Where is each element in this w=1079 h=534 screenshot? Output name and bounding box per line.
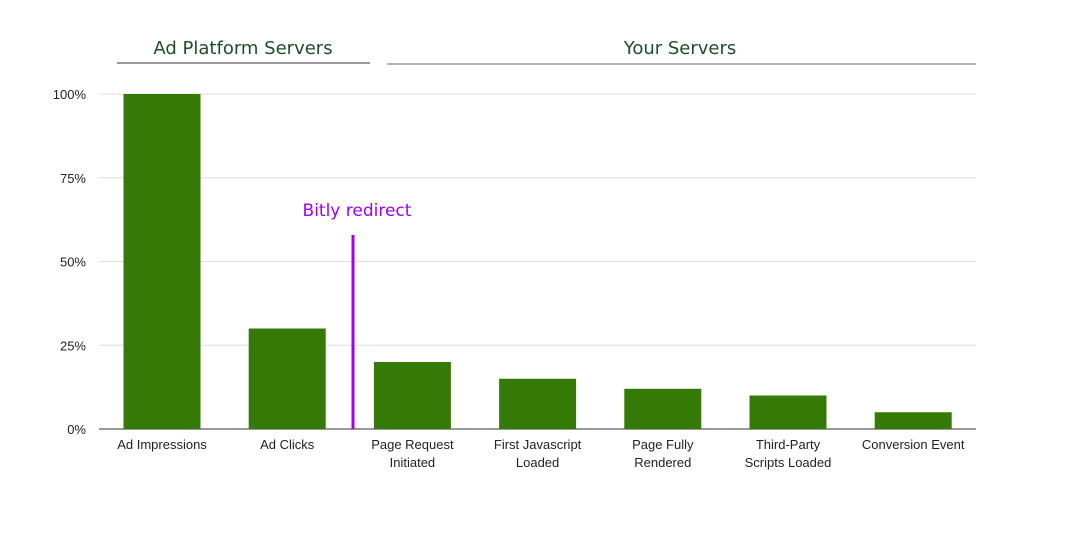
x-tick-label: Rendered [634, 455, 691, 470]
x-tick-label: Scripts Loaded [745, 455, 832, 470]
x-tick-label: Conversion Event [862, 437, 965, 452]
bar [499, 378, 577, 429]
x-tick-label: Initiated [390, 455, 436, 470]
bar [248, 328, 326, 429]
bar [123, 94, 201, 429]
y-tick-label: 0% [67, 422, 86, 437]
bar [624, 388, 702, 429]
bar [373, 362, 451, 429]
bar [874, 412, 952, 429]
y-tick-label: 50% [60, 255, 86, 270]
group-label-your-servers: Your Servers [623, 38, 737, 59]
y-tick-label: 25% [60, 338, 86, 353]
group-label-ad-platform: Ad Platform Servers [153, 38, 332, 59]
x-tick-label: First Javascript [494, 437, 582, 452]
x-tick-label: Page Request [371, 437, 454, 452]
bar [749, 395, 827, 429]
x-tick-label: Loaded [516, 455, 559, 470]
x-tick-label: Ad Impressions [117, 437, 207, 452]
x-tick-label: Third-Party [756, 437, 821, 452]
y-tick-label: 75% [60, 171, 86, 186]
x-tick-label: Page Fully [632, 437, 694, 452]
y-tick-label: 100% [53, 87, 87, 102]
annotation-label: Bitly redirect [303, 201, 412, 221]
x-tick-label: Ad Clicks [260, 437, 315, 452]
